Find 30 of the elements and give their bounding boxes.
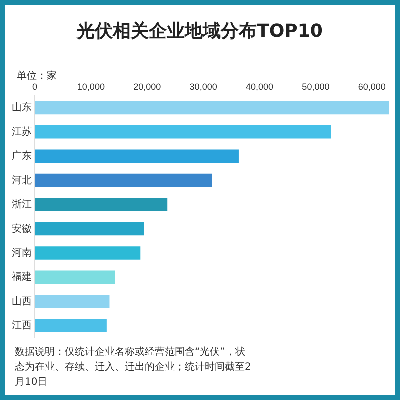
- text: 数据说明：仅统计企业名称或经营范围含“光伏”，状态为在业、存续、迁入、迁出的企业；统计时间截至2月10日: [15, 346, 252, 390]
- y-tick-label: 福建: [12, 271, 32, 284]
- bar: [35, 246, 141, 260]
- bar: [35, 222, 144, 236]
- bar: [35, 125, 332, 139]
- text: 单位：家: [17, 70, 57, 83]
- bar: [35, 150, 239, 164]
- x-tick-label: 60,000: [358, 82, 386, 92]
- x-tick-label: 20,000: [134, 82, 162, 92]
- x-tick-label: 30,000: [190, 82, 218, 92]
- bar: [35, 174, 212, 188]
- bar: [35, 198, 168, 212]
- x-tick-label: 40,000: [246, 82, 274, 92]
- y-tick-label: 山东: [12, 102, 32, 114]
- x-tick-label: 10,000: [77, 82, 105, 92]
- bar: [35, 270, 116, 284]
- y-tick-label: 浙江: [12, 198, 32, 211]
- y-tick-label: 江西: [12, 320, 32, 332]
- chart-title: 光伏相关企业地域分布TOP10: [76, 20, 324, 43]
- y-tick-label: 山西: [12, 295, 32, 308]
- y-tick-label: 广东: [12, 150, 32, 162]
- x-tick-label: 0: [32, 82, 38, 92]
- y-tick-label: 江苏: [12, 126, 32, 138]
- bar: [35, 319, 107, 333]
- bar: [35, 101, 389, 115]
- y-tick-label: 安徽: [12, 222, 32, 235]
- y-tick-label: 河北: [12, 174, 32, 186]
- bar: [35, 295, 110, 308]
- y-tick-label: 河南: [12, 246, 32, 259]
- x-tick-label: 50,000: [302, 82, 330, 92]
